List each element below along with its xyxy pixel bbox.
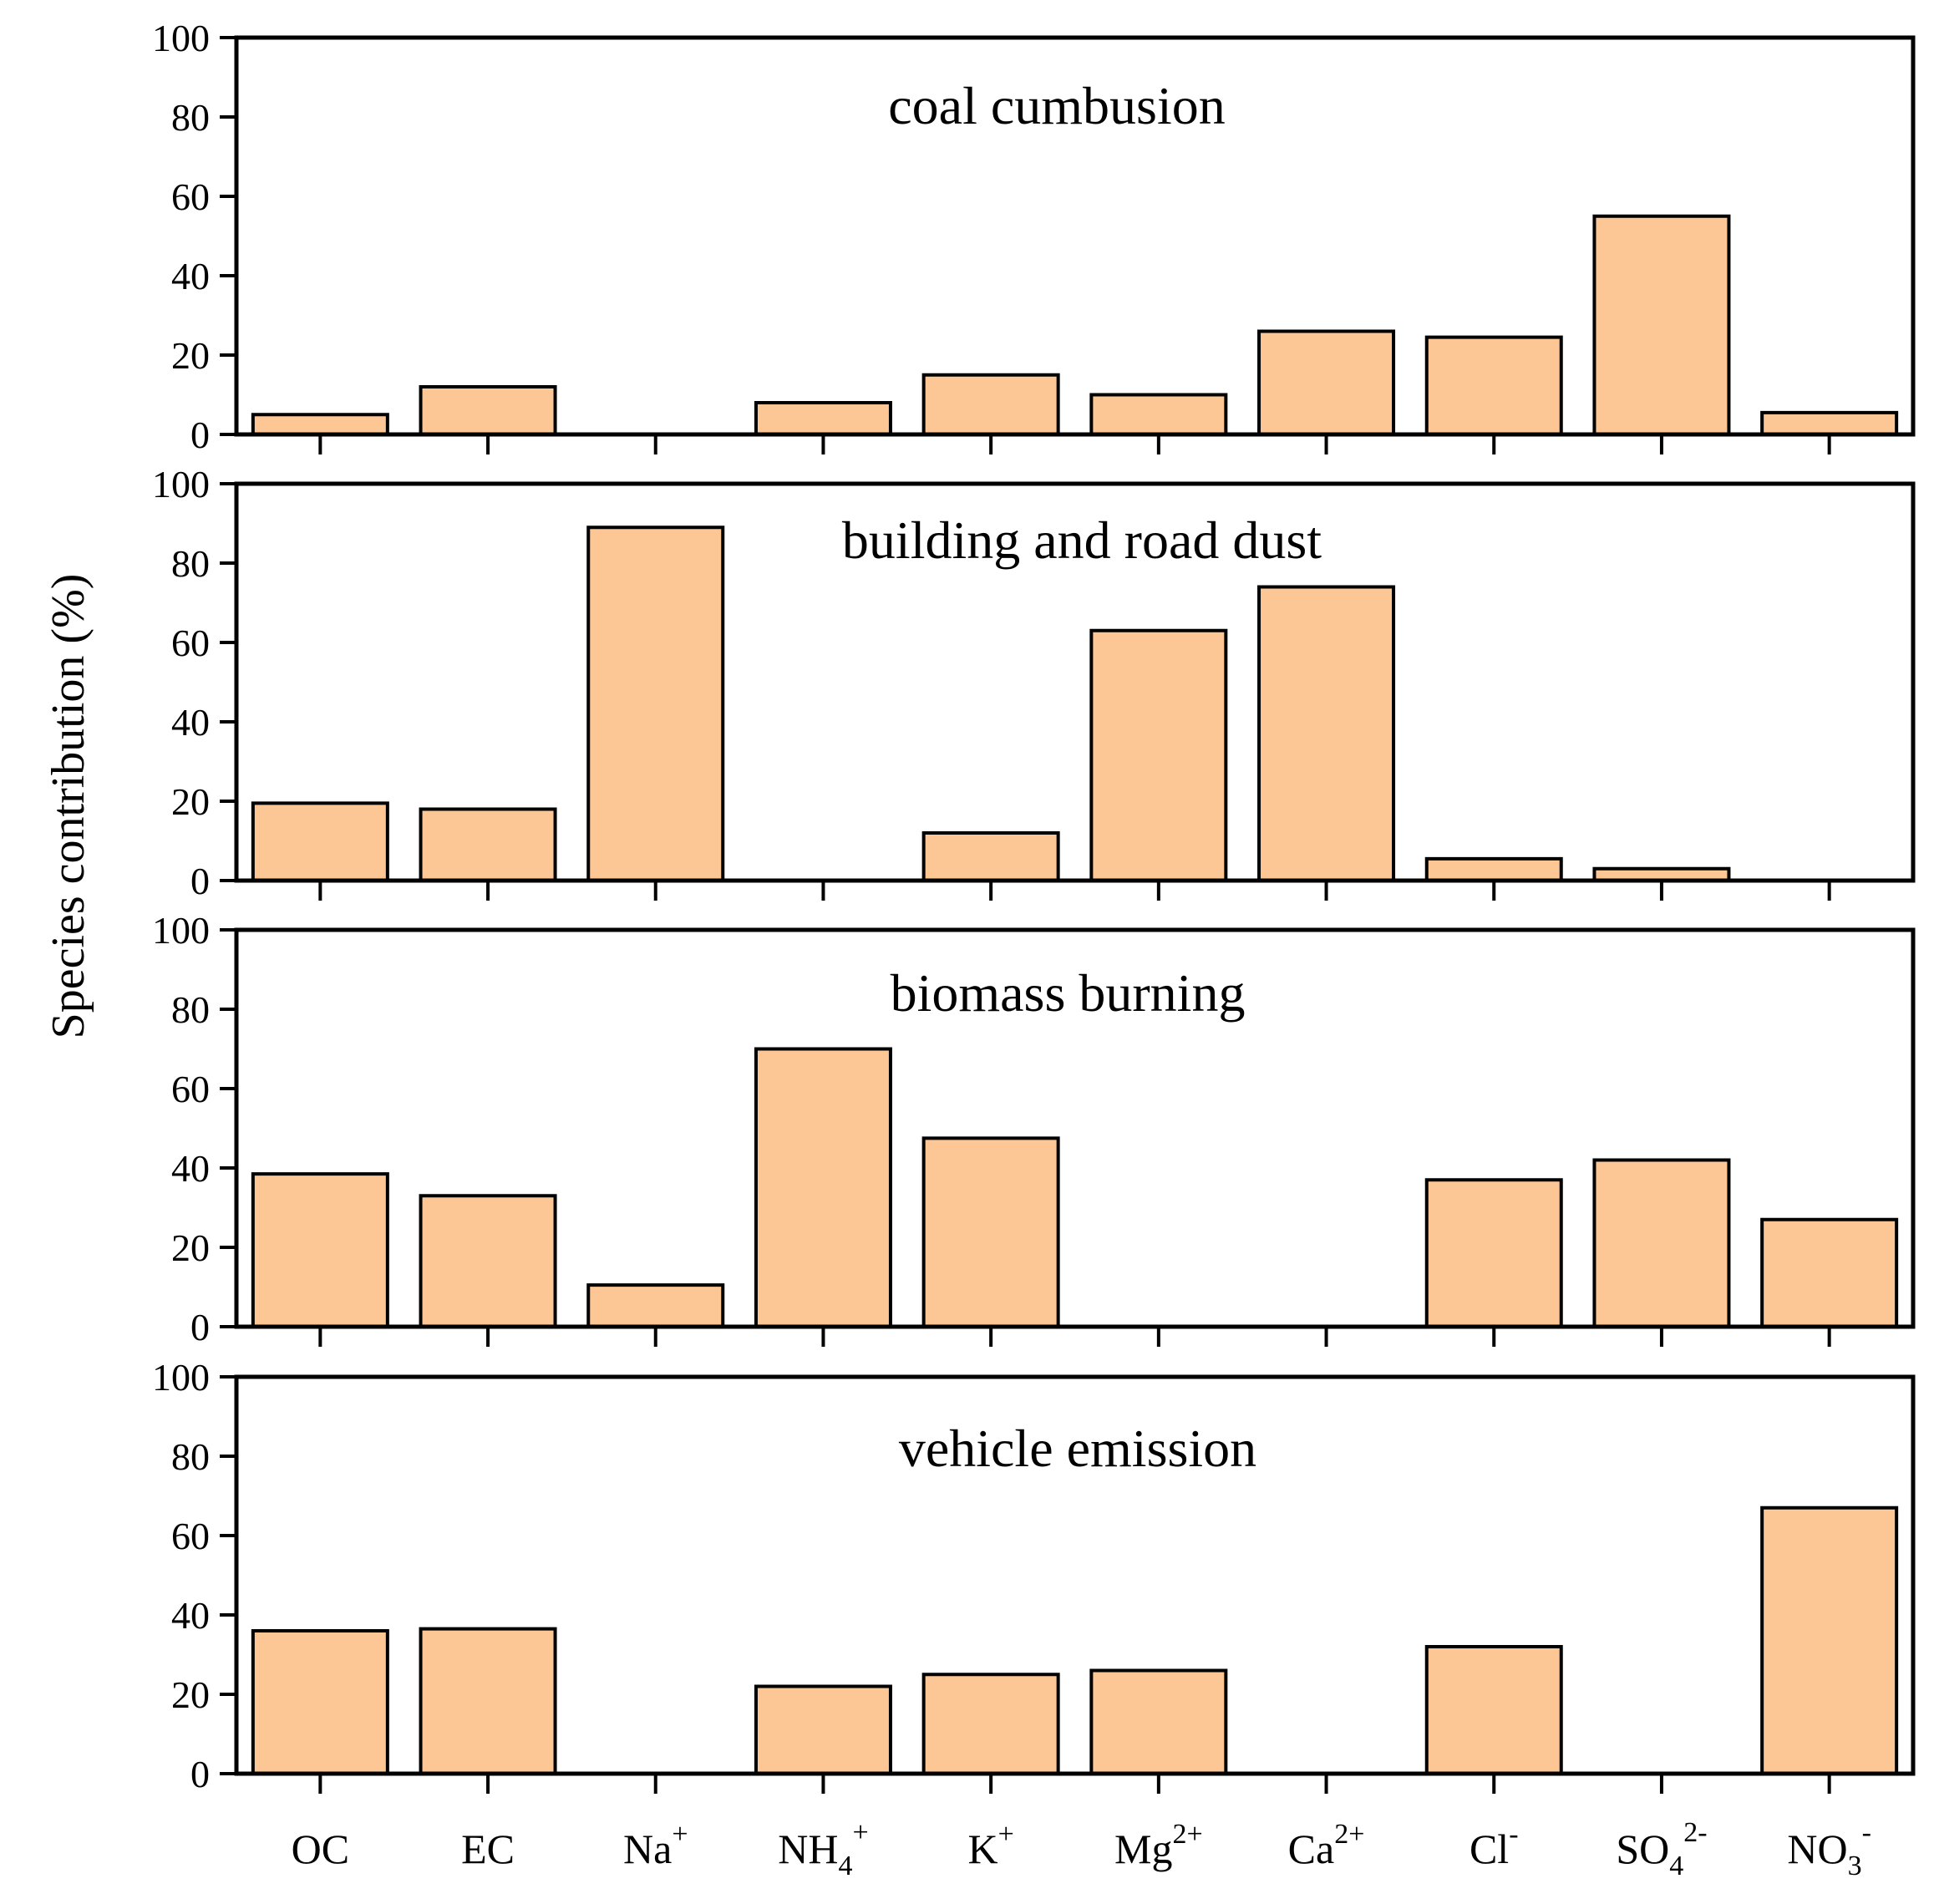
x-category-label: NH4+ xyxy=(778,1817,868,1881)
panel-1: 0 20 40 60 80 100 coal cumbusion xyxy=(152,17,1916,456)
bar-Ca2-panel-1 xyxy=(1257,329,1396,436)
bar-OC-panel-1 xyxy=(251,413,389,436)
bar-OC-panel-3 xyxy=(251,1172,389,1328)
y-tick-label: 60 xyxy=(171,175,210,218)
panel-frame xyxy=(234,927,1916,1329)
x-category-label: NO3- xyxy=(1787,1817,1871,1881)
bar-Mg2-panel-1 xyxy=(1089,393,1228,436)
x-category-label: EC xyxy=(461,1825,515,1872)
bar-NO3-panel-4 xyxy=(1760,1505,1899,1775)
y-tick-label: 100 xyxy=(152,463,210,505)
bar-Mg2-panel-2 xyxy=(1089,628,1228,882)
bar-K-panel-2 xyxy=(921,831,1060,882)
y-tick-label: 80 xyxy=(171,988,210,1031)
bar-OC-panel-4 xyxy=(251,1629,389,1775)
y-tick-label: 0 xyxy=(190,1753,210,1795)
bar-Na-panel-3 xyxy=(586,1283,725,1328)
y-tick-label: 40 xyxy=(171,701,210,744)
panel-frame xyxy=(234,1374,1916,1776)
bar-Cl-panel-2 xyxy=(1424,856,1563,882)
bar-Cl-panel-4 xyxy=(1424,1645,1563,1775)
panel-title: building and road dust xyxy=(842,510,1322,570)
bar-Cl-panel-1 xyxy=(1424,335,1563,436)
panels: 0 20 40 60 80 100 coal cumbusion 0 20 40 60 80 100 bu… xyxy=(152,17,1916,1881)
y-tick-label: 0 xyxy=(190,414,210,456)
y-tick-label: 20 xyxy=(171,1673,210,1716)
y-tick-label: 60 xyxy=(171,622,210,664)
y-tick-label: 60 xyxy=(171,1515,210,1557)
x-category-label: Mg2+ xyxy=(1114,1819,1203,1872)
x-category-label: Ca2+ xyxy=(1288,1819,1365,1872)
panel-frame xyxy=(234,35,1916,437)
x-category-label: Cl- xyxy=(1470,1819,1519,1872)
bar-NH4-panel-3 xyxy=(754,1047,892,1328)
bar-EC-panel-2 xyxy=(419,807,557,882)
y-tick-label: 100 xyxy=(152,17,210,59)
y-tick-label: 100 xyxy=(152,1356,210,1399)
x-category-label: OC xyxy=(292,1825,349,1872)
y-tick-label: 40 xyxy=(171,255,210,297)
bar-NH4-panel-4 xyxy=(754,1684,892,1775)
bar-EC-panel-3 xyxy=(419,1194,557,1328)
bar-EC-panel-1 xyxy=(419,385,557,436)
y-tick-label: 40 xyxy=(171,1147,210,1190)
panel-title: biomass burning xyxy=(891,963,1246,1023)
bar-Ca2-panel-2 xyxy=(1257,585,1396,882)
bar-SO42-panel-3 xyxy=(1592,1158,1731,1328)
y-tick-label: 80 xyxy=(171,96,210,139)
x-category-label: Na+ xyxy=(623,1819,688,1872)
y-tick-label: 20 xyxy=(171,1226,210,1269)
bar-NO3-panel-3 xyxy=(1760,1217,1899,1328)
y-tick-label: 100 xyxy=(152,909,210,952)
x-category-label: SO42- xyxy=(1616,1817,1707,1881)
y-tick-label: 60 xyxy=(171,1068,210,1110)
y-tick-label: 80 xyxy=(171,542,210,585)
panel-4: 0 20 40 60 80 100 vehicle emission xyxy=(152,1356,1916,1795)
bar-Mg2-panel-4 xyxy=(1089,1668,1228,1775)
bar-Na-panel-2 xyxy=(586,526,725,882)
panel-3: 0 20 40 60 80 100 biomass burning xyxy=(152,909,1916,1348)
y-tick-label: 0 xyxy=(190,860,210,902)
panel-2: 0 20 40 60 80 100 building and road dust xyxy=(152,463,1916,902)
bar-K-panel-1 xyxy=(921,373,1060,436)
bar-NO3-panel-1 xyxy=(1760,410,1899,436)
y-axis-title: Species contribution (%) xyxy=(43,574,94,1039)
panel-title: coal cumbusion xyxy=(888,76,1225,135)
bar-EC-panel-4 xyxy=(419,1627,557,1775)
panel-title: vehicle emission xyxy=(899,1419,1256,1478)
y-tick-label: 0 xyxy=(190,1306,210,1348)
y-tick-label: 40 xyxy=(171,1594,210,1637)
bar-NH4-panel-1 xyxy=(754,401,892,436)
bar-K-panel-4 xyxy=(921,1673,1060,1775)
bar-K-panel-3 xyxy=(921,1136,1060,1328)
y-tick-label: 20 xyxy=(171,780,210,823)
bar-SO42-panel-1 xyxy=(1592,214,1731,436)
panel-frame xyxy=(234,481,1916,883)
bar-Cl-panel-3 xyxy=(1424,1178,1563,1328)
y-tick-label: 20 xyxy=(171,334,210,377)
x-category-label: K+ xyxy=(968,1819,1014,1872)
y-tick-label: 80 xyxy=(171,1435,210,1478)
bar-OC-panel-2 xyxy=(251,801,389,882)
